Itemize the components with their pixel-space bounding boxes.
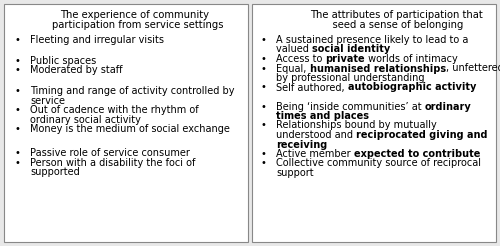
Text: •: • [15, 65, 21, 76]
Text: •: • [15, 124, 21, 134]
Text: •: • [260, 158, 266, 169]
Text: Collective community source of reciprocal: Collective community source of reciproca… [276, 158, 481, 169]
Text: Person with a disability the foci of: Person with a disability the foci of [30, 157, 196, 168]
Text: autobiographic activity: autobiographic activity [348, 82, 476, 92]
Text: •: • [260, 35, 266, 45]
Text: receiving: receiving [276, 139, 327, 150]
Text: Being ‘inside communities’ at: Being ‘inside communities’ at [276, 102, 425, 111]
Text: Self authored,: Self authored, [276, 82, 348, 92]
Text: •: • [260, 82, 266, 92]
Text: supported: supported [30, 167, 80, 177]
Text: by professional understanding: by professional understanding [276, 73, 424, 83]
Text: expected to contribute: expected to contribute [354, 149, 480, 159]
Text: reciprocated giving and: reciprocated giving and [356, 130, 488, 140]
Text: service: service [30, 96, 65, 106]
Text: Relationships bound by mutually: Relationships bound by mutually [276, 121, 437, 130]
Text: •: • [15, 56, 21, 66]
Text: Active member: Active member [276, 149, 354, 159]
Text: A sustained presence likely to lead to a: A sustained presence likely to lead to a [276, 35, 468, 45]
Text: •: • [15, 86, 21, 96]
Text: •: • [260, 54, 266, 64]
Text: valued: valued [276, 45, 312, 55]
Text: humanised relationships: humanised relationships [310, 63, 446, 74]
Text: private: private [326, 54, 365, 64]
Text: seed a sense of belonging: seed a sense of belonging [320, 19, 464, 30]
Text: times and places: times and places [276, 111, 369, 121]
Text: Out of cadence with the rhythm of: Out of cadence with the rhythm of [30, 105, 198, 115]
Text: Access to: Access to [276, 54, 326, 64]
Text: Passive role of service consumer: Passive role of service consumer [30, 148, 190, 158]
Text: •: • [260, 102, 266, 111]
Text: understood and: understood and [276, 130, 356, 140]
Text: ordinary: ordinary [425, 102, 472, 111]
Text: Timing and range of activity controlled by: Timing and range of activity controlled … [30, 86, 234, 96]
Text: •: • [15, 35, 21, 45]
Text: Moderated by staff: Moderated by staff [30, 65, 122, 76]
Text: •: • [260, 121, 266, 130]
Text: •: • [260, 149, 266, 159]
Text: participation from service settings: participation from service settings [52, 19, 224, 30]
Bar [252, 4, 496, 242]
Text: •: • [15, 148, 21, 158]
Bar [4, 4, 248, 242]
Text: , unfettered: , unfettered [446, 63, 500, 74]
Text: The attributes of participation that: The attributes of participation that [310, 10, 483, 20]
Text: •: • [260, 63, 266, 74]
Text: Equal,: Equal, [276, 63, 310, 74]
Text: Fleeting and irregular visits: Fleeting and irregular visits [30, 35, 164, 45]
Text: support: support [276, 168, 314, 178]
Text: The experience of community: The experience of community [60, 10, 209, 20]
Text: Money is the medium of social exchange: Money is the medium of social exchange [30, 124, 230, 134]
Text: worlds of intimacy: worlds of intimacy [365, 54, 458, 64]
Text: social identity: social identity [312, 45, 390, 55]
Text: •: • [15, 105, 21, 115]
Text: •: • [15, 157, 21, 168]
Text: ordinary social activity: ordinary social activity [30, 115, 141, 125]
Text: Public spaces: Public spaces [30, 56, 96, 66]
